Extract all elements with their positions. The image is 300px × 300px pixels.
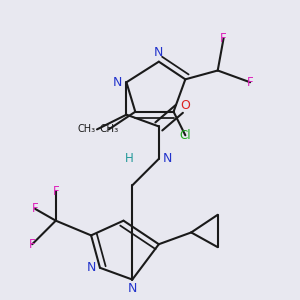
Text: N: N: [163, 152, 172, 165]
Text: O: O: [180, 99, 190, 112]
Text: N: N: [154, 46, 164, 59]
Text: Cl: Cl: [179, 129, 191, 142]
Text: F: F: [247, 76, 253, 89]
Text: N: N: [86, 261, 96, 274]
Text: H: H: [125, 152, 134, 165]
Text: N: N: [113, 76, 122, 89]
Text: CH₃: CH₃: [77, 124, 95, 134]
Text: CH₃: CH₃: [99, 124, 119, 134]
Text: F: F: [52, 185, 59, 198]
Text: N: N: [128, 282, 137, 295]
Text: F: F: [220, 32, 227, 45]
Text: F: F: [32, 202, 38, 215]
Text: F: F: [29, 238, 35, 251]
